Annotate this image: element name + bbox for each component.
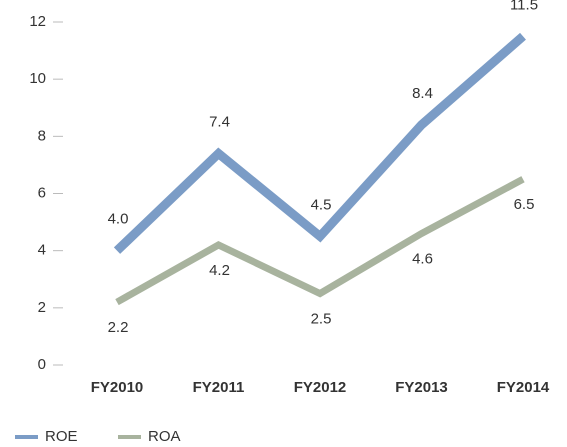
y-tick-label: 8: [38, 127, 46, 144]
y-tick-label: 12: [29, 13, 46, 30]
x-tick-label: FY2013: [395, 379, 448, 396]
y-tick-label: 6: [38, 184, 46, 201]
line: [115, 176, 525, 306]
data-label: 4.2: [209, 262, 230, 279]
x-tick-label: FY2011: [193, 379, 245, 396]
data-label: 2.2: [108, 319, 129, 336]
data-label: 4.0: [108, 211, 129, 228]
data-label: 6.5: [514, 196, 535, 213]
y-tick-label: 4: [38, 242, 46, 259]
legend-label: ROE: [45, 428, 78, 445]
x-tick-label: FY2010: [91, 379, 144, 396]
x-tick-label: FY2014: [497, 379, 550, 396]
y-tick-label: 2: [38, 299, 46, 316]
data-label: 4.5: [311, 196, 332, 213]
data-label: 8.4: [412, 85, 433, 102]
data-label: 4.6: [412, 250, 433, 267]
data-label: 2.5: [311, 311, 332, 328]
data-label: 11.5: [510, 0, 538, 13]
data-label: 7.4: [209, 113, 230, 130]
x-tick-label: FY2012: [294, 379, 347, 396]
legend-label: ROA: [148, 428, 181, 445]
y-tick-label: 10: [29, 70, 46, 87]
line: [113, 32, 526, 254]
y-tick-label: 0: [38, 356, 46, 373]
